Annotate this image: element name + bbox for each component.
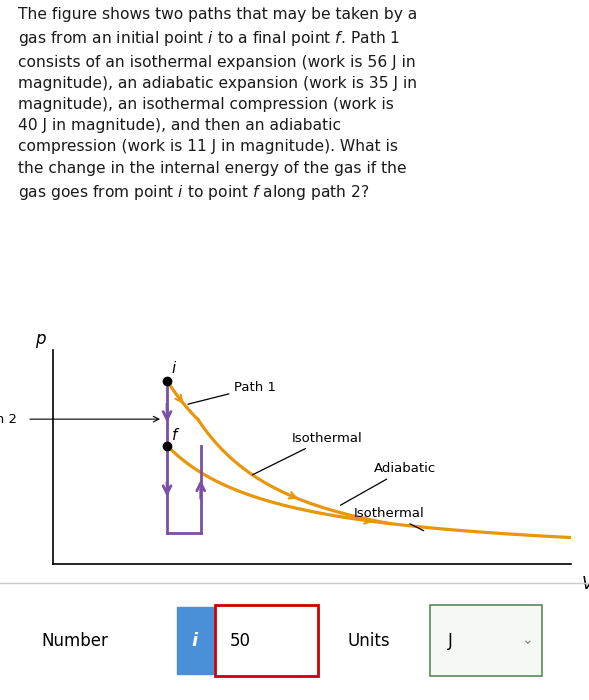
Text: ⌄: ⌄ [521, 634, 533, 648]
Text: Path 2: Path 2 [0, 412, 17, 426]
FancyBboxPatch shape [430, 605, 542, 676]
Text: Isothermal: Isothermal [253, 431, 362, 475]
Text: Units: Units [348, 631, 390, 650]
Text: Path 1: Path 1 [188, 381, 276, 404]
Text: J: J [448, 631, 452, 650]
Text: $i$: $i$ [171, 360, 177, 377]
FancyBboxPatch shape [177, 607, 213, 674]
Text: V: V [582, 575, 589, 593]
Text: Number: Number [41, 631, 108, 650]
Text: Isothermal: Isothermal [353, 507, 425, 531]
Text: The figure shows two paths that may be taken by a
gas from an initial point $i$ : The figure shows two paths that may be t… [18, 7, 417, 202]
Text: Adiabatic: Adiabatic [340, 462, 436, 505]
Text: 50: 50 [230, 631, 251, 650]
FancyBboxPatch shape [215, 605, 318, 676]
Text: p: p [35, 330, 45, 348]
Text: $f$: $f$ [171, 427, 180, 443]
Text: i: i [192, 631, 198, 650]
